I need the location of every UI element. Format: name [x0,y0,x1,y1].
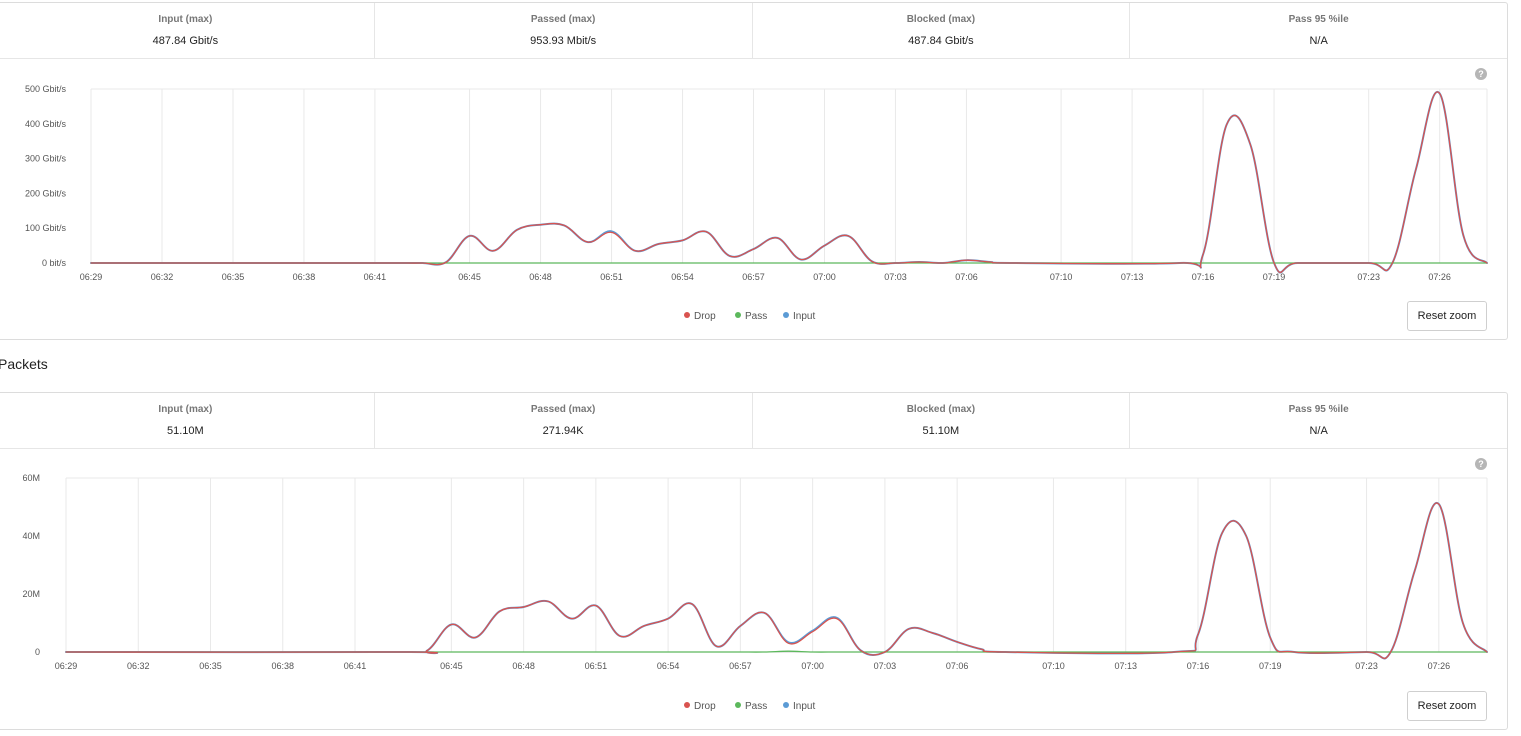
packets-stat-input-max: Input (max) 51.10M [0,393,375,448]
stat-label: Passed (max) [530,404,596,415]
help-icon[interactable]: ? [1475,458,1487,470]
stat-label: Pass 95 %ile [1288,404,1349,415]
stat-label: Blocked (max) [906,14,976,25]
stat-label: Blocked (max) [906,404,976,415]
stat-value: 487.84 Gbit/s [908,35,974,47]
reset-zoom-button[interactable]: Reset zoom [1407,301,1487,331]
stat-value: 953.93 Mbit/s [530,35,597,47]
stat-label: Pass 95 %ile [1288,14,1349,25]
packets-stat-blocked-max: Blocked (max) 51.10M [753,393,1131,448]
reset-zoom-button[interactable]: Reset zoom [1407,691,1487,721]
packets-stats-bar: Input (max) 51.10M Passed (max) 271.94K … [0,393,1507,449]
stat-label: Input (max) [158,404,213,415]
bits-stats-bar: Input (max) 487.84 Gbit/s Passed (max) 9… [0,3,1507,59]
packets-panel: Input (max) 51.10M Passed (max) 271.94K … [0,392,1508,730]
packets-section-title: Packets [0,356,48,372]
stat-value: N/A [1309,425,1328,437]
packets-stat-passed-max: Passed (max) 271.94K [375,393,753,448]
stat-value: 51.10M [922,425,960,437]
bits-stat-passed-max: Passed (max) 953.93 Mbit/s [375,3,753,58]
help-icon[interactable]: ? [1475,68,1487,80]
bits-stat-pass-95: Pass 95 %ile N/A [1130,3,1507,58]
stat-label: Passed (max) [530,14,596,25]
bits-stat-blocked-max: Blocked (max) 487.84 Gbit/s [753,3,1131,58]
stat-value: 271.94K [542,425,584,437]
bits-stat-input-max: Input (max) 487.84 Gbit/s [0,3,375,58]
stat-value: N/A [1309,35,1328,47]
stat-label: Input (max) [158,14,213,25]
bits-panel: Input (max) 487.84 Gbit/s Passed (max) 9… [0,2,1508,340]
stat-value: 487.84 Gbit/s [152,35,219,47]
packets-stat-pass-95: Pass 95 %ile N/A [1130,393,1507,448]
stat-value: 51.10M [167,425,204,437]
